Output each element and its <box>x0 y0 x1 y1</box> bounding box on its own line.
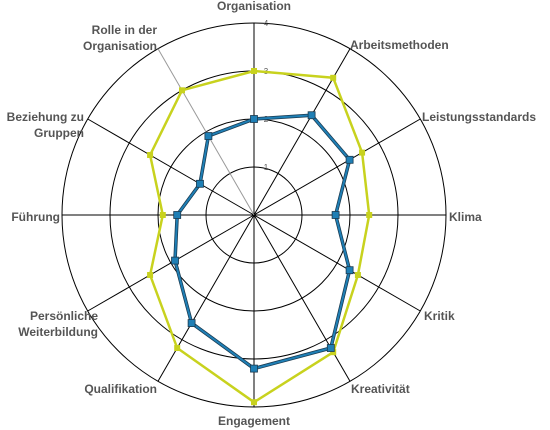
grid-spoke-11 <box>87 118 255 216</box>
series-1-line <box>148 69 371 404</box>
axis-label: Rolle in der Organisation <box>83 23 157 53</box>
series-1-point <box>366 212 373 218</box>
series-1-point <box>159 212 166 218</box>
axis-label: Kritik <box>424 309 455 323</box>
axis-label: Persönliche Weiterbildung <box>18 309 98 339</box>
axis-label: Qualifikation <box>84 382 157 396</box>
axis-labels: Organisation Arbeitsmethoden Leistungsstan… <box>7 0 537 428</box>
axis-label: Klima <box>449 210 482 224</box>
axis-label: Führung <box>11 210 60 224</box>
axis-label: Kreativität <box>351 382 410 396</box>
series-2-point <box>307 111 316 120</box>
series-2-point <box>204 132 213 140</box>
grid-spoke-8 <box>157 214 255 382</box>
series-2-point <box>326 344 335 352</box>
series-2-point <box>345 155 354 164</box>
series-1-point <box>251 399 257 406</box>
axis-label: Organisation <box>217 0 291 13</box>
axis-label: Engagement <box>218 414 290 428</box>
radar-series <box>147 68 373 406</box>
series-1-point <box>354 272 361 278</box>
series-2-point <box>171 256 179 265</box>
series-2-line <box>174 114 351 370</box>
grid-spoke-5 <box>253 214 421 312</box>
series-2-point <box>187 319 196 327</box>
radar-grid <box>61 22 447 408</box>
series-1-point <box>330 74 337 81</box>
series-1-point <box>251 68 257 74</box>
tick-label: 1 <box>264 163 269 172</box>
series-1-point <box>179 87 185 94</box>
series-1-point <box>359 149 366 156</box>
axis-label: Leistungsstandards <box>422 110 536 124</box>
series-2-point <box>196 179 204 188</box>
series-2-point <box>173 211 182 219</box>
series-1-point <box>147 152 154 158</box>
grid-spoke-9 <box>87 214 255 312</box>
grid-spoke-12 <box>157 48 255 216</box>
series-2-point <box>331 211 340 219</box>
grid-spoke-3 <box>253 118 421 216</box>
series-2-point <box>250 364 258 373</box>
grid-spoke-2 <box>253 48 351 216</box>
axis-label: Arbeitsmethoden <box>350 38 449 52</box>
series-1-point <box>147 272 154 278</box>
series-2-point <box>250 115 258 123</box>
series-2-point <box>345 266 354 275</box>
series-1-point <box>330 349 337 356</box>
series-1-point <box>174 345 181 352</box>
tick-label: 4 <box>264 19 269 28</box>
axis-label: Beziehung zu Gruppen <box>7 110 84 140</box>
